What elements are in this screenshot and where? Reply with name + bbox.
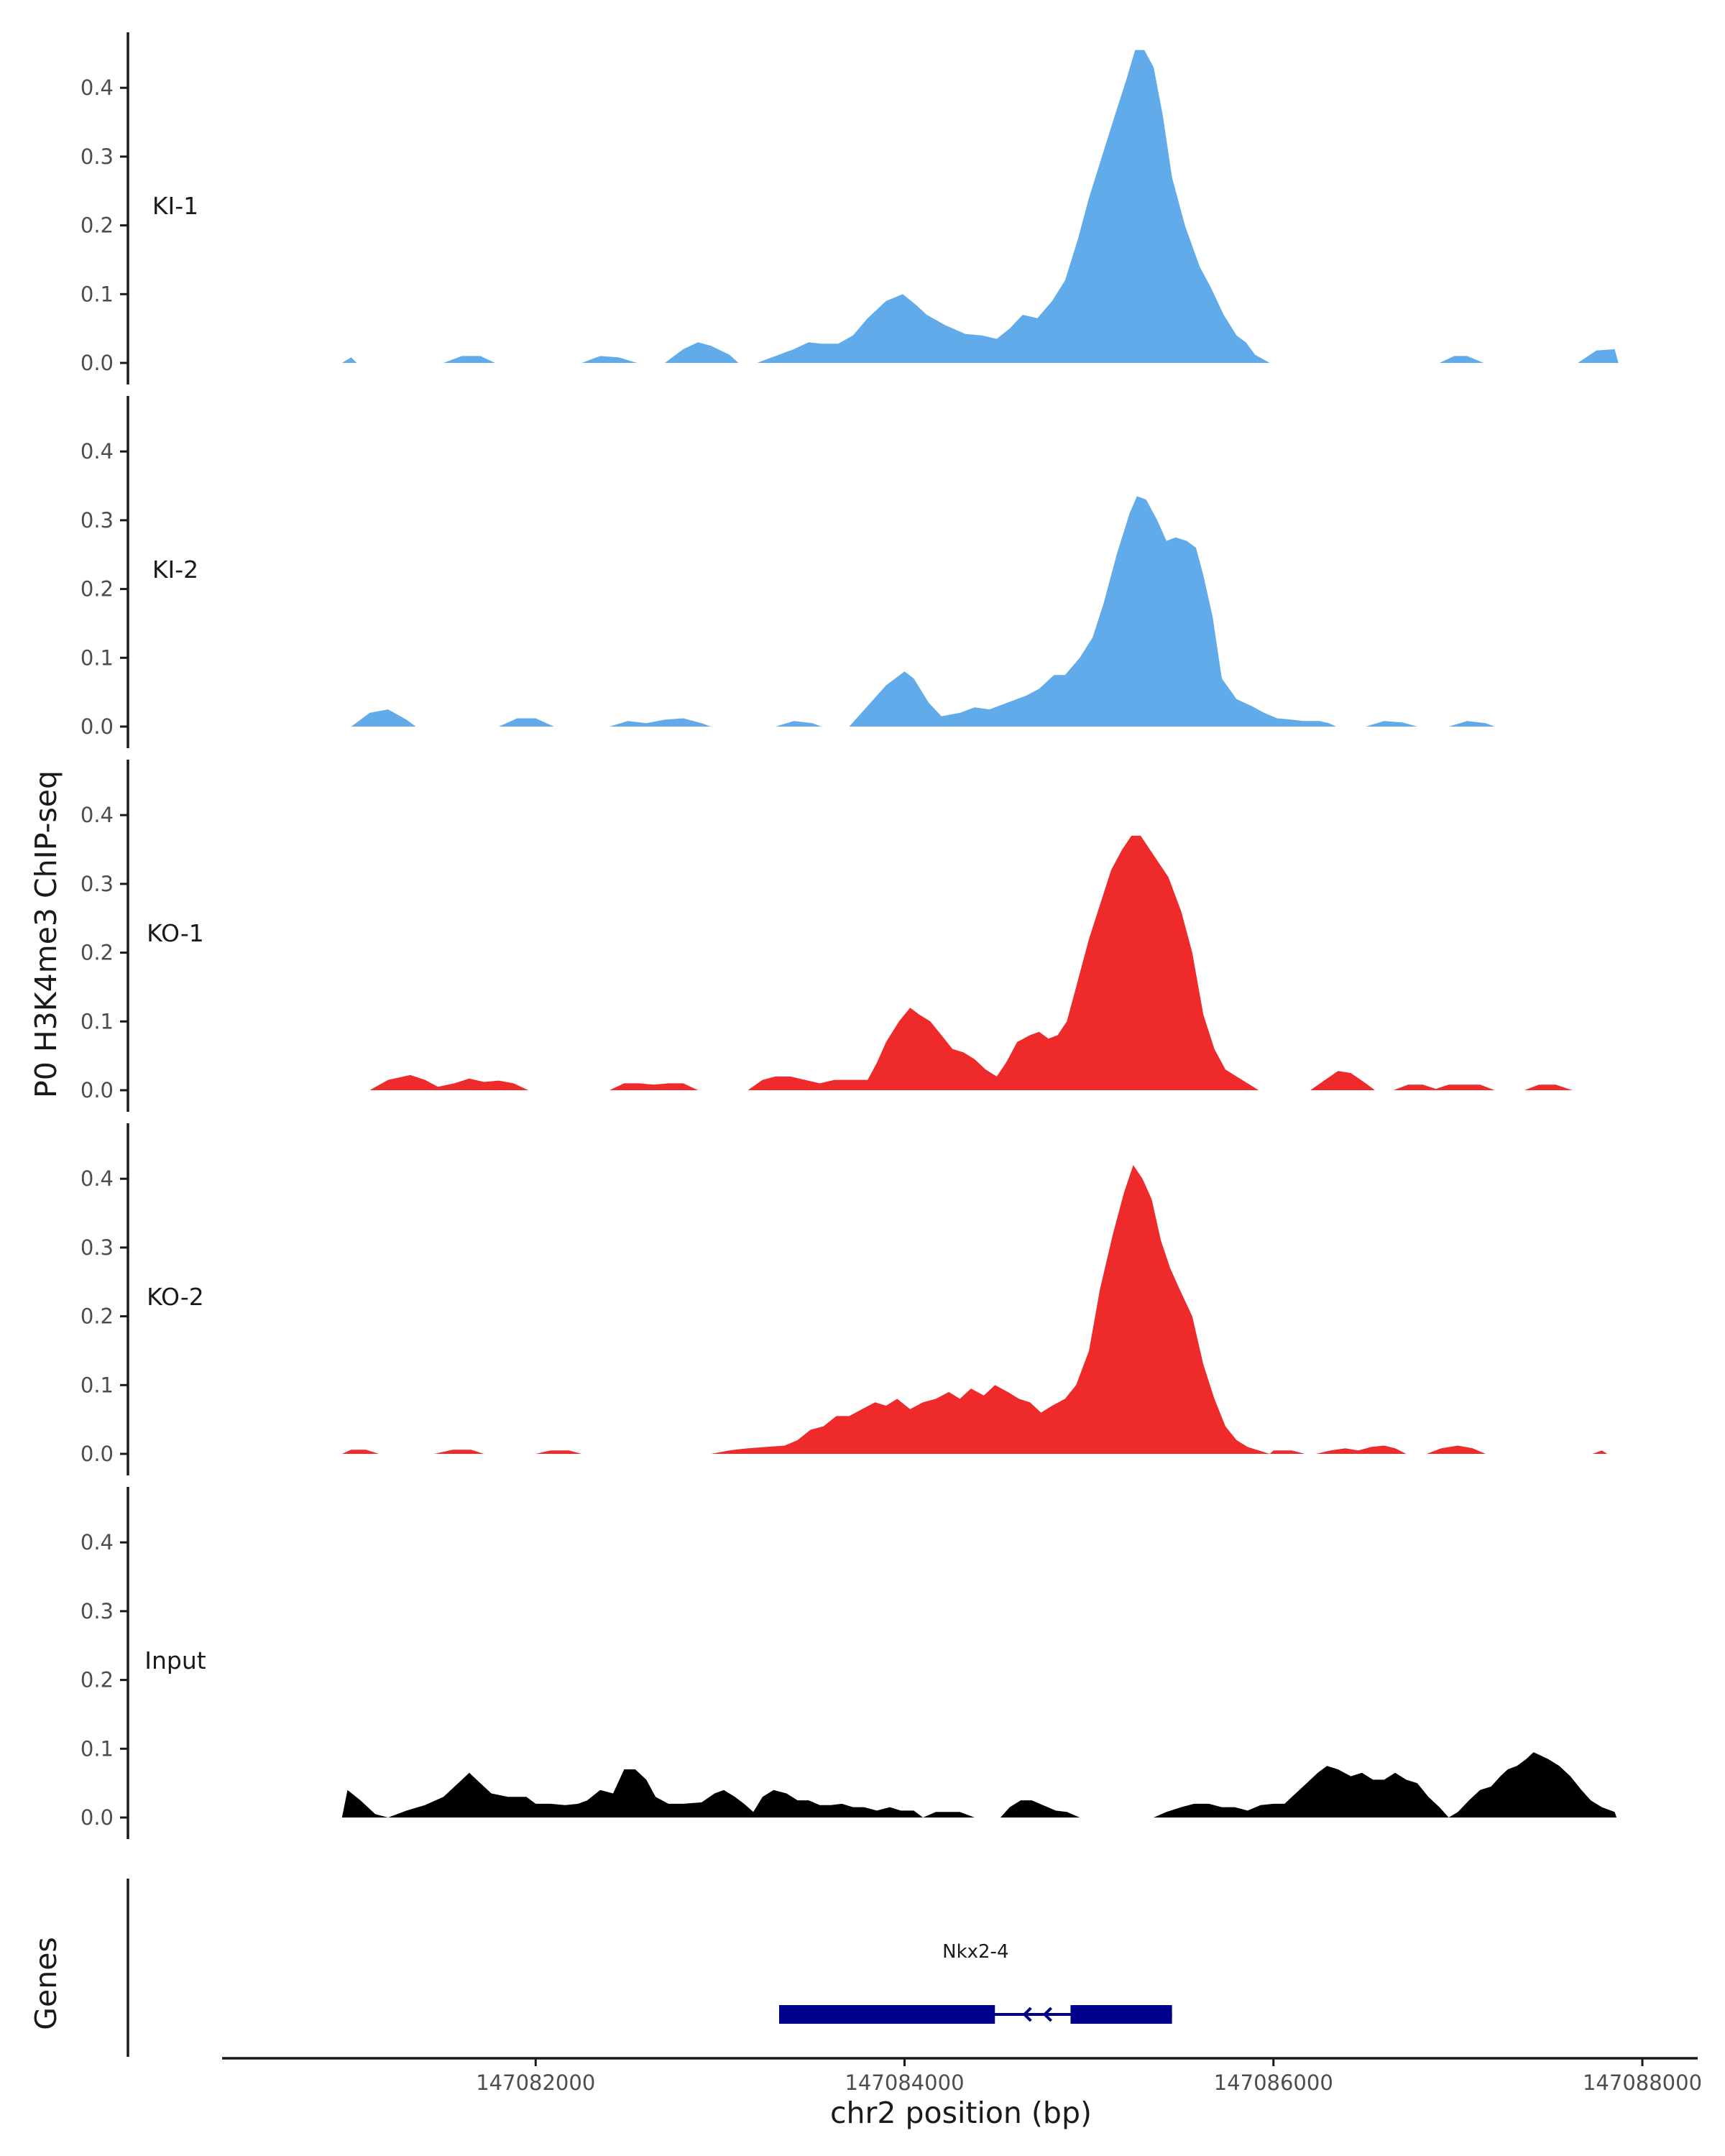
track-label: KI-2 [152,556,198,584]
signal-area [369,835,1573,1090]
track-label: Input [144,1646,206,1674]
y-tick-label: 0.3 [80,1235,114,1260]
y-tick-label: 0.4 [80,803,114,827]
x-axis-title: chr2 position (bp) [830,2096,1092,2130]
y-tick-label: 0.3 [80,872,114,896]
x-tick-label: 147082000 [476,2070,595,2095]
y-tick-label: 0.1 [80,282,114,306]
y-tick-label: 0.4 [80,75,114,100]
y-tick-label: 0.3 [80,508,114,533]
y-tick-label: 0.1 [80,1736,114,1761]
gene-nkx2-4: Nkx2-4 [779,1941,1172,2024]
y-tick-label: 0.2 [80,577,114,602]
signal-area [351,496,1495,727]
gene-label: Nkx2-4 [942,1941,1008,1963]
genes-axis-title: Genes [29,1937,63,2030]
y-tick-label: 0.0 [80,1805,114,1830]
y-tick-label: 0.0 [80,1442,114,1466]
track-ki-2: 0.0 0.1 0.2 0.3 0.4 KI-2 [80,396,1495,748]
signal-area [341,50,1619,363]
gene-strand-arrow [1022,2007,1032,2022]
x-tick-label: 147086000 [1214,2070,1333,2095]
y-tick-label: 0.1 [80,1373,114,1397]
track-ko-2: 0.0 0.1 0.2 0.3 0.4 KO-2 [80,1123,1608,1475]
track-label: KI-1 [152,192,198,220]
track-ki-1: 0.0 0.1 0.2 0.3 0.4 KI-1 [80,32,1619,384]
y-tick-label: 0.3 [80,144,114,169]
track-label: KO-2 [147,1283,204,1311]
track-ko-1: 0.0 0.1 0.2 0.3 0.4 KO-1 [80,760,1573,1112]
y-tick-label: 0.1 [80,1009,114,1033]
y-tick-label: 0.0 [80,351,114,375]
y-tick-label: 0.4 [80,439,114,464]
y-tick-label: 0.0 [80,1078,114,1102]
signal-area [341,1165,1608,1454]
y-tick-label: 0.4 [80,1166,114,1191]
y-tick-label: 0.2 [80,1304,114,1329]
y-tick-label: 0.4 [80,1530,114,1554]
y-tick-label: 0.2 [80,941,114,965]
y-tick-label: 0.2 [80,213,114,238]
y-axis-title: P0 H3K4me3 ChIP-seq [29,770,63,1098]
y-tick-label: 0.3 [80,1599,114,1623]
gene-exon [1070,2005,1172,2024]
x-tick-label: 147088000 [1583,2070,1702,2095]
track-input: 0.0 0.1 0.2 0.3 0.4 Input [80,1487,1617,1839]
y-tick-label: 0.0 [80,714,114,739]
track-label: KO-1 [147,919,204,947]
signal-area [341,1752,1617,1818]
y-tick-label: 0.1 [80,645,114,670]
x-axis: 147082000 147084000 147086000 147088000 [222,2057,1702,2095]
gene-strand-arrow [1042,2007,1052,2022]
genes-track: Nkx2-4 [126,1879,1172,2057]
y-tick-label: 0.2 [80,1668,114,1692]
x-tick-label: 147084000 [845,2070,964,2095]
tracks-layer: 0.00.10.20.30.4KI-10.00.10.20.30.4KI-20.… [80,32,1619,1839]
gene-exon [779,2005,995,2024]
